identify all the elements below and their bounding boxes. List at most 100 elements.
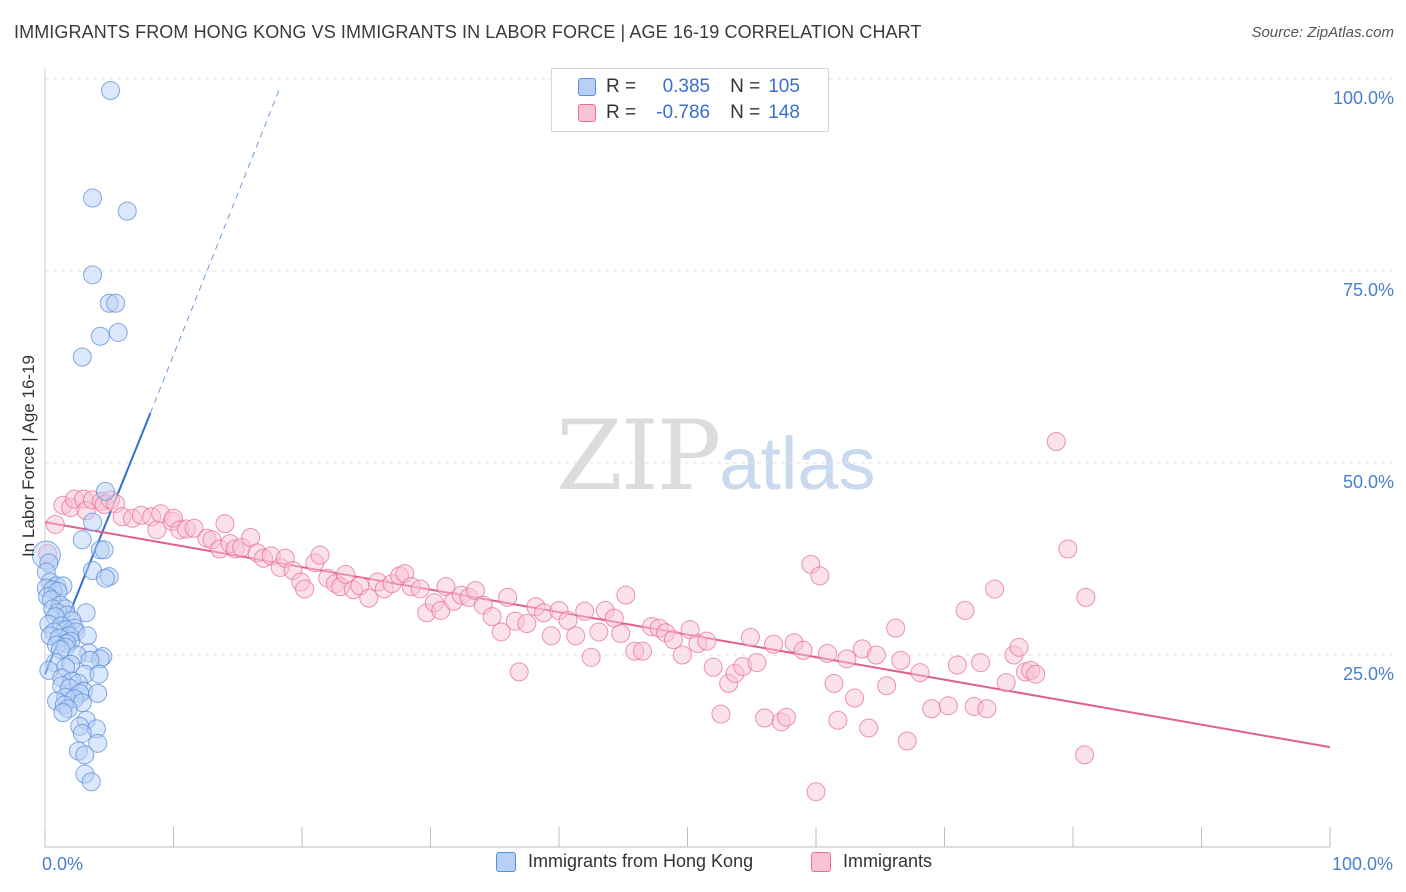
data-point (89, 664, 109, 684)
data-point (897, 731, 917, 751)
source-credit: Source: ZipAtlas.com (1251, 24, 1394, 41)
legend-r-label: R = (606, 76, 637, 97)
data-point (77, 626, 97, 646)
data-point (938, 696, 958, 716)
data-point (53, 703, 73, 723)
watermark: ZIPatlas (556, 400, 876, 512)
data-point (541, 626, 561, 646)
legend-n-label: N = (730, 102, 761, 123)
y-tick-label: 25.0% (1343, 664, 1394, 684)
data-point (1058, 539, 1078, 559)
data-point (88, 733, 108, 753)
x-tick-label: 0.0% (42, 854, 83, 874)
tick-labels: 25.0% 50.0% 75.0% 100.0% 0.0% 100.0% (42, 88, 1394, 874)
data-point (891, 650, 911, 670)
data-point (95, 481, 115, 501)
data-point (482, 607, 502, 627)
data-point (83, 512, 103, 532)
data-point (828, 710, 848, 730)
data-point (611, 623, 631, 643)
data-point (845, 688, 865, 708)
data-point (977, 699, 997, 719)
data-point (184, 518, 204, 538)
data-point (764, 634, 784, 654)
data-point (101, 81, 121, 101)
data-point (740, 627, 760, 647)
data-point (824, 673, 844, 693)
data-point (106, 293, 126, 313)
data-point (818, 643, 838, 663)
legend-n-value: 105 (768, 76, 800, 97)
watermark-zip: ZIP (556, 400, 721, 512)
legend-r-value: -0.786 (656, 102, 711, 123)
data-point (697, 631, 717, 651)
bottom-legend-swatch-blue (496, 851, 516, 872)
chart-title: IMMIGRANTS FROM HONG KONG VS IMMIGRANTS … (14, 22, 922, 42)
legend-swatch-pink (578, 104, 596, 122)
y-tick-label: 75.0% (1343, 280, 1394, 300)
series-immigrants (38, 431, 1096, 802)
y-tick-label: 100.0% (1333, 88, 1394, 108)
data-point (72, 347, 92, 367)
data-point (793, 640, 813, 660)
data-point (1075, 745, 1095, 765)
data-point (581, 647, 601, 667)
data-point (1009, 637, 1029, 657)
data-point (45, 514, 65, 534)
data-point (910, 663, 930, 683)
data-point (498, 587, 518, 607)
data-point (336, 564, 356, 584)
y-tick-label: 50.0% (1343, 472, 1394, 492)
legend-r-label: R = (606, 102, 637, 123)
data-point (75, 745, 95, 765)
y-axis-label: In Labor Force | Age 16-19 (19, 355, 38, 557)
data-point (94, 540, 114, 560)
data-point (310, 545, 330, 565)
data-point (589, 622, 609, 642)
data-point (955, 600, 975, 620)
data-point (575, 601, 595, 621)
grid (45, 78, 1395, 656)
data-point (72, 530, 92, 550)
data-point (1076, 587, 1096, 607)
correlation-legend: R = 0.385 N = 105 R = -0.786 N = 148 (551, 68, 829, 132)
axes (44, 68, 1331, 848)
data-point (776, 707, 796, 727)
data-point (72, 723, 92, 743)
data-point (410, 579, 430, 599)
data-point (886, 618, 906, 638)
bottom-legend-item-hong-kong: Immigrants from Hong Kong (496, 851, 753, 872)
data-point (866, 645, 886, 665)
legend-r-value: 0.385 (662, 76, 711, 97)
data-point (566, 626, 586, 646)
legend-n-label: N = (730, 76, 761, 97)
data-point (996, 673, 1016, 693)
legend-row-blue: R = 0.385 N = 105 (552, 74, 800, 100)
data-point (837, 649, 857, 669)
bottom-legend-label: Immigrants from Hong Kong (528, 851, 754, 871)
legend-swatch-blue (578, 78, 596, 96)
data-point (108, 322, 128, 342)
bottom-legend-item-immigrants: Immigrants (811, 851, 932, 872)
series-immigrants-from-hong-kong (31, 81, 137, 792)
data-point (517, 614, 537, 634)
data-point (810, 566, 830, 586)
data-point (509, 662, 529, 682)
data-point (747, 653, 767, 673)
data-point (663, 630, 683, 650)
data-point (633, 641, 653, 661)
data-point (1026, 664, 1046, 684)
data-point (947, 655, 967, 675)
x-tick-label: 100.0% (1332, 854, 1393, 874)
data-point (215, 514, 235, 534)
bottom-legend-label: Immigrants (843, 851, 933, 871)
bottom-legend-swatch-pink (811, 851, 831, 872)
data-point (711, 704, 731, 724)
legend-n-value: 148 (768, 102, 800, 123)
data-point (359, 588, 379, 608)
data-point (491, 622, 511, 642)
data-point (90, 326, 110, 346)
data-point (616, 585, 636, 605)
data-point (117, 201, 137, 221)
